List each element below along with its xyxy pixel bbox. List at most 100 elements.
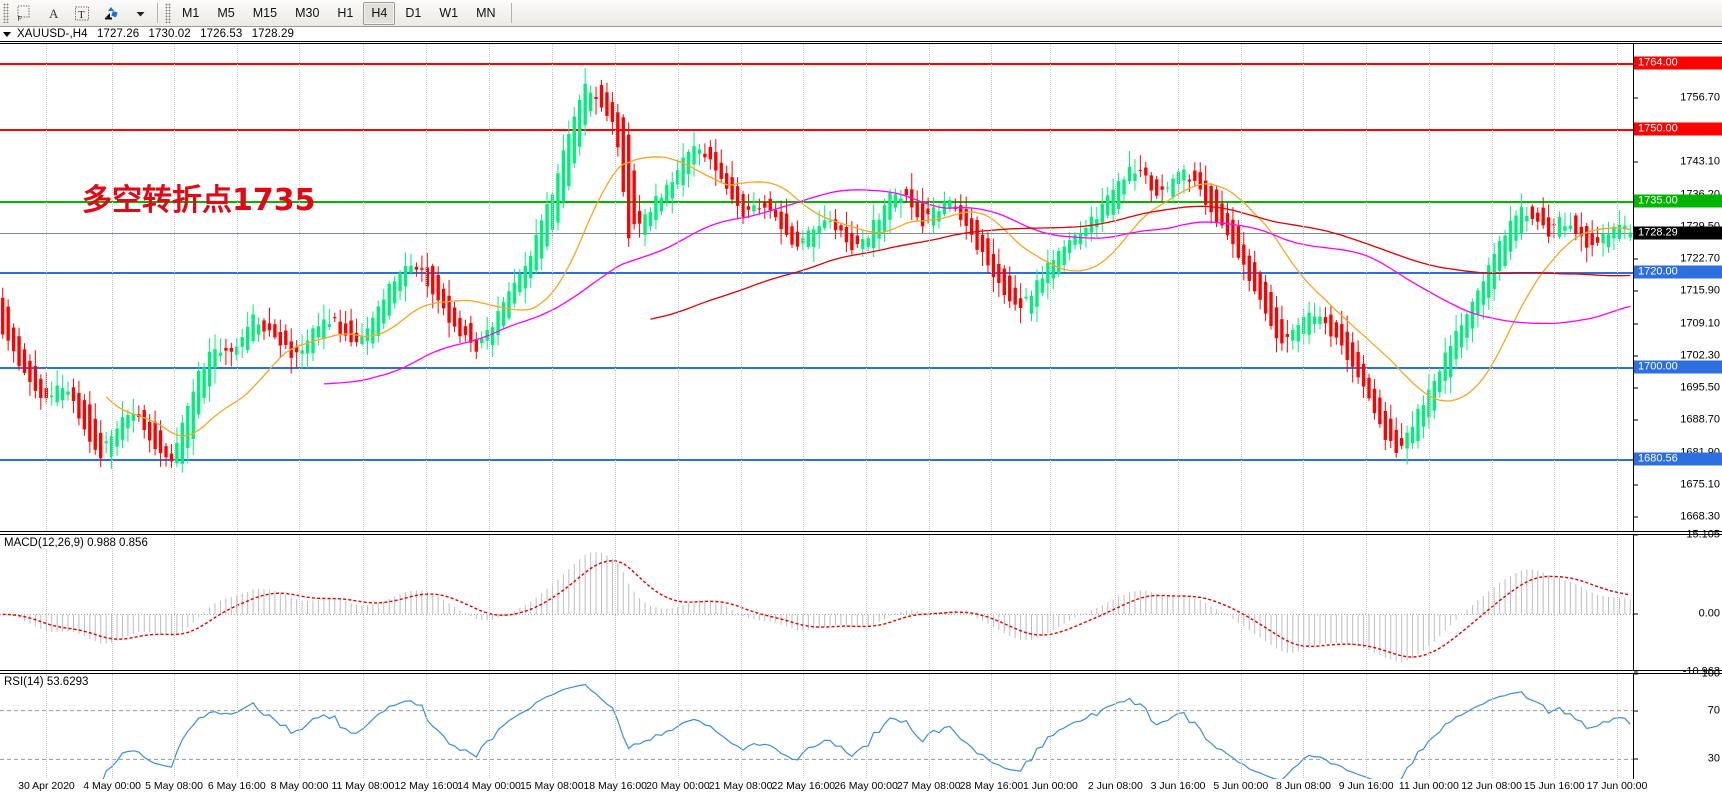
vertical-gridline [615,535,617,670]
support-1700-line[interactable] [0,366,1633,369]
toolbar-separator-right [510,3,512,23]
quote-low: 1726.53 [200,28,243,40]
vertical-gridline [46,44,48,531]
macd-plot-area[interactable] [0,535,1633,670]
resistance-1764-flag[interactable]: 1764.00 [1634,56,1722,70]
vertical-gridline [740,535,742,670]
vertical-gridline [991,535,993,670]
chevron-down-icon[interactable] [3,31,11,37]
time-axis-label: 11 May 08:00 [331,780,395,792]
vertical-gridline [866,535,868,670]
timeframe-m15[interactable]: M15 [252,6,278,20]
axis-tick-mark [1634,534,1638,536]
time-axis-label: 21 May 08:00 [708,780,773,792]
macd-axis[interactable]: 15.105 0.00 -10.963 [1633,529,1722,677]
text-label-icon[interactable]: A [41,2,67,25]
vertical-gridline [299,674,301,794]
vertical-gridline [174,674,176,794]
support-1700-flag[interactable]: 1700.00 [1634,360,1722,374]
period-bar-grip[interactable] [165,3,171,23]
vertical-gridline [991,674,993,794]
vertical-gridline [551,44,553,531]
current-price-1728-flag[interactable]: 1728.29 [1634,226,1722,240]
price-pane[interactable]: 1764.001756.701750.001743.101736.201729.… [0,43,1722,532]
vertical-gridline [1240,535,1242,670]
vertical-gridline [1050,535,1052,670]
time-axis-label: 6 May 16:00 [207,780,266,792]
resistance-1764-line[interactable] [0,62,1633,65]
timeframe-mn[interactable]: MN [476,6,496,20]
vertical-gridline [551,674,553,794]
rsi-line [78,683,1631,787]
rsi-plot-area[interactable] [0,674,1633,794]
time-axis-label: 1 Jun 00:00 [1023,780,1078,792]
rsi-title: RSI(14) 53.6293 [4,676,92,688]
vertical-gridline [236,44,238,531]
toolbar-grip[interactable] [3,3,9,23]
vertical-gridline [362,535,364,670]
vertical-gridline [426,674,428,794]
vertical-gridline [236,674,238,794]
vertical-gridline [174,44,176,531]
axis-tick-mark [1634,758,1638,760]
macd-pane[interactable]: 15.105 0.00 -10.963 MACD(12,26,9) 0.988 0.… [0,529,1722,677]
vertical-gridline [112,44,114,531]
vertical-gridline [489,44,491,531]
objects-icon[interactable] [98,2,126,25]
axis-tick-mark [1634,516,1638,518]
rsi-pane[interactable]: 10070300 RSI(14) 53.6293 [0,668,1722,795]
toolbar-separator [157,3,158,23]
timeframe-m1[interactable]: M1 [182,6,200,20]
timeframe-m5[interactable]: M5 [217,6,235,20]
axis-tick-label: 15.105 [1686,528,1720,541]
axis-tick-label: -10.963 [1682,665,1720,678]
support-1720-line[interactable] [0,271,1633,274]
vertical-gridline [615,674,617,794]
timeframe-m30[interactable]: M30 [295,6,320,20]
pivot-1735-line[interactable] [0,200,1633,203]
price-plot-area[interactable] [0,44,1633,531]
rsi-axis[interactable]: 10070300 [1633,668,1722,795]
vertical-gridline [1491,674,1493,794]
axis-tick-mark [1634,161,1638,163]
vertical-gridline [1050,674,1052,794]
axis-tick-mark [1634,387,1638,389]
candlestick-series [1,68,1632,473]
support-1680-flag[interactable]: 1680.56 [1634,452,1722,466]
axis-tick-mark [1634,671,1638,673]
text-box-icon[interactable]: T [69,2,96,25]
support-1680-line[interactable] [0,459,1633,462]
vertical-gridline [928,535,930,670]
rsi-series [0,683,1633,787]
timeframe-h4[interactable]: H4 [363,1,396,25]
time-axis-label: 20 May 00:00 [646,780,710,792]
timeframe-d1[interactable]: D1 [405,6,422,20]
time-axis-label: 12 Jun 08:00 [1461,780,1522,792]
current-price-1728-line[interactable] [0,232,1633,234]
timeframe-h1[interactable]: H1 [337,6,354,20]
price-axis[interactable]: 1764.001756.701750.001743.101736.201729.… [1633,44,1722,531]
crosshair-f-icon[interactable]: F [12,2,39,25]
chart-frame[interactable]: 1764.001756.701750.001743.101736.201729.… [0,43,1722,795]
time-axis[interactable]: 30 Apr 2020 4 May 00:00 5 May 08:00 6 May 1… [0,779,1722,795]
vertical-gridline [991,44,993,531]
quote-high: 1730.02 [148,28,191,40]
resistance-1750-line[interactable] [0,129,1633,132]
axis-tick-label: 1681.90 [1680,447,1720,458]
axis-tick-label: 1668.30 [1680,510,1720,523]
vertical-gridline [866,674,868,794]
support-1720-flag[interactable]: 1720.00 [1634,265,1722,279]
timeframe-w1[interactable]: W1 [439,6,459,20]
vertical-gridline [1428,44,1430,531]
vertical-gridline [1178,44,1180,531]
objects-dropdown-icon[interactable] [128,2,152,25]
timeframe-group: M1 M5 M15 M30 H1 H4 D1 W1 MN [173,1,505,25]
vertical-gridline [1428,535,1430,670]
time-axis-label: 2 Jun 08:00 [1087,780,1143,792]
vertical-gridline [677,535,679,670]
ma-mid-line [323,189,1631,385]
vertical-gridline [1303,674,1305,794]
axis-tick-mark [1634,290,1638,292]
resistance-1750-flag[interactable]: 1750.00 [1634,122,1722,136]
pivot-1735-flag[interactable]: 1735.00 [1634,194,1722,208]
